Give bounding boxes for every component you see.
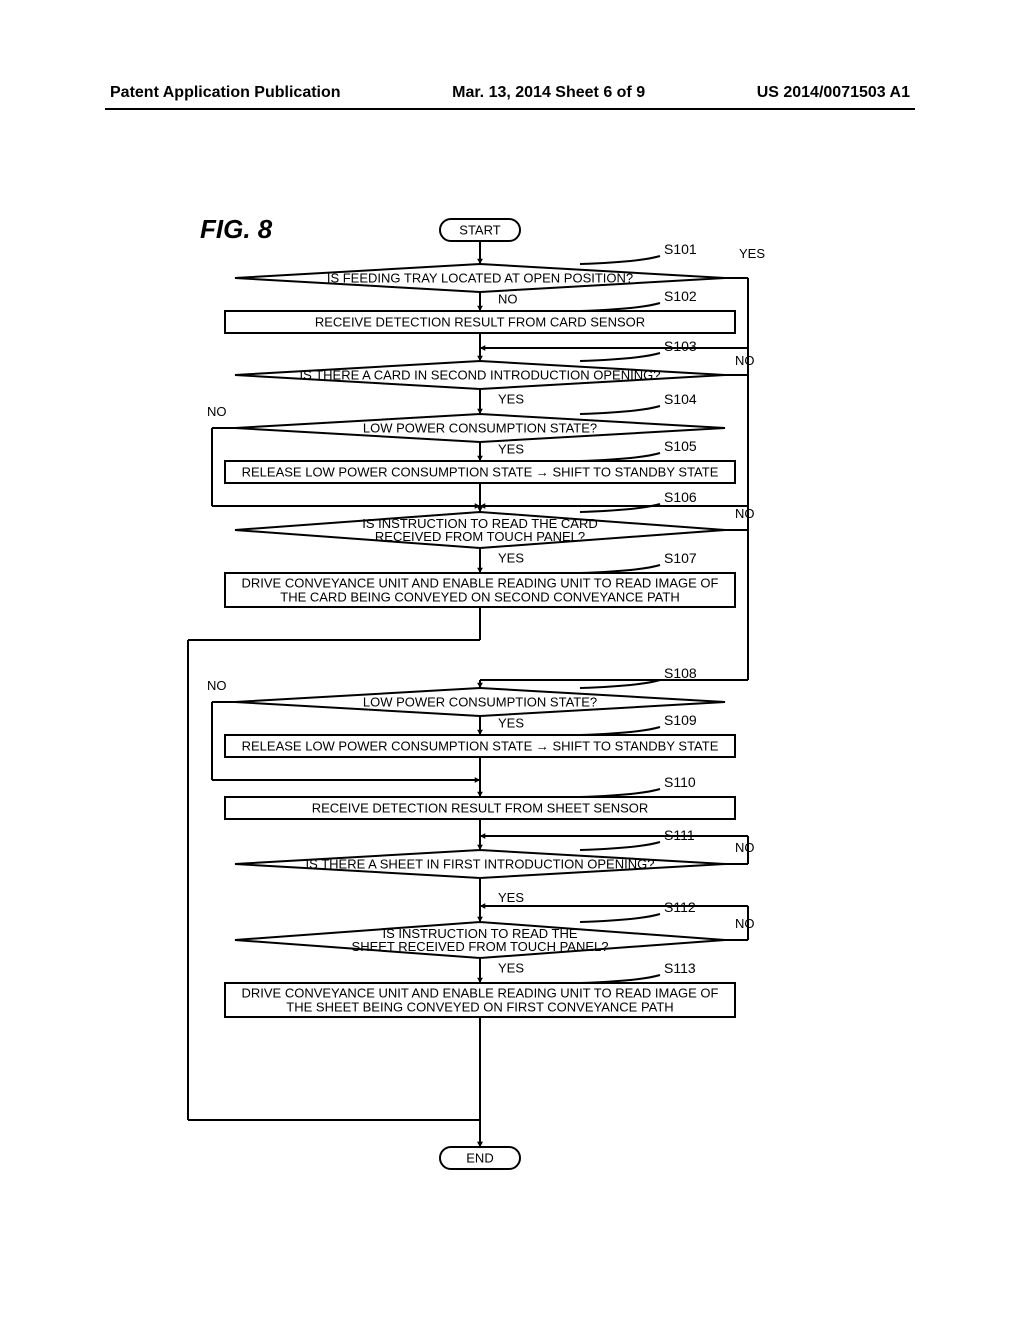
- page-header: Patent Application Publication Mar. 13, …: [110, 84, 910, 102]
- svg-text:S108: S108: [664, 665, 697, 681]
- svg-text:RECEIVE DETECTION RESULT FROM: RECEIVE DETECTION RESULT FROM CARD SENSO…: [315, 314, 645, 329]
- svg-text:S107: S107: [664, 550, 697, 566]
- svg-text:NO: NO: [498, 292, 518, 307]
- svg-text:LOW POWER CONSUMPTION STATE?: LOW POWER CONSUMPTION STATE?: [363, 694, 597, 709]
- svg-text:THE CARD BEING CONVEYED ON SEC: THE CARD BEING CONVEYED ON SECOND CONVEY…: [280, 589, 679, 604]
- svg-text:IS FEEDING TRAY LOCATED AT OPE: IS FEEDING TRAY LOCATED AT OPEN POSITION…: [327, 270, 633, 285]
- svg-text:YES: YES: [498, 392, 524, 407]
- svg-text:NO: NO: [735, 916, 755, 931]
- svg-text:S103: S103: [664, 338, 697, 354]
- header-left: Patent Application Publication: [110, 84, 341, 102]
- svg-text:YES: YES: [739, 246, 765, 261]
- svg-text:THE SHEET BEING CONVEYED ON FI: THE SHEET BEING CONVEYED ON FIRST CONVEY…: [286, 999, 673, 1014]
- svg-text:S102: S102: [664, 288, 697, 304]
- svg-text:NO: NO: [735, 353, 755, 368]
- header-center: Mar. 13, 2014 Sheet 6 of 9: [452, 84, 645, 102]
- svg-text:LOW POWER CONSUMPTION STATE?: LOW POWER CONSUMPTION STATE?: [363, 420, 597, 435]
- header-rule: [105, 108, 915, 110]
- svg-text:IS THERE A CARD IN SECOND INTR: IS THERE A CARD IN SECOND INTRODUCTION O…: [300, 367, 661, 382]
- svg-text:RECEIVED FROM TOUCH PANEL?: RECEIVED FROM TOUCH PANEL?: [375, 529, 585, 544]
- svg-text:S110: S110: [664, 774, 696, 790]
- svg-text:SHEET RECEIVED FROM TOUCH PANE: SHEET RECEIVED FROM TOUCH PANEL?: [352, 939, 609, 954]
- svg-text:S106: S106: [664, 489, 697, 505]
- svg-text:NO: NO: [735, 840, 755, 855]
- svg-text:START: START: [459, 222, 500, 237]
- svg-text:END: END: [466, 1150, 493, 1165]
- svg-text:S105: S105: [664, 438, 697, 454]
- svg-text:NO: NO: [207, 678, 227, 693]
- header-right: US 2014/0071503 A1: [757, 84, 910, 102]
- svg-text:RELEASE LOW POWER CONSUMPTION: RELEASE LOW POWER CONSUMPTION STATE → SH…: [242, 738, 719, 753]
- svg-text:NO: NO: [207, 404, 227, 419]
- svg-text:YES: YES: [498, 716, 524, 731]
- flowchart: START IS FEEDING TRAY LOCATED AT OPEN POS…: [170, 200, 790, 1180]
- svg-text:DRIVE CONVEYANCE UNIT AND ENAB: DRIVE CONVEYANCE UNIT AND ENABLE READING…: [241, 985, 718, 1000]
- svg-text:RECEIVE DETECTION RESULT FROM: RECEIVE DETECTION RESULT FROM SHEET SENS…: [312, 800, 649, 815]
- svg-text:DRIVE CONVEYANCE UNIT AND ENAB: DRIVE CONVEYANCE UNIT AND ENABLE READING…: [241, 575, 718, 590]
- svg-text:S104: S104: [664, 391, 697, 407]
- svg-text:YES: YES: [498, 961, 524, 976]
- svg-text:S113: S113: [664, 960, 696, 976]
- svg-text:YES: YES: [498, 442, 524, 457]
- svg-text:RELEASE LOW POWER CONSUMPTION: RELEASE LOW POWER CONSUMPTION STATE → SH…: [242, 464, 719, 479]
- svg-text:IS THERE A SHEET IN FIRST INTR: IS THERE A SHEET IN FIRST INTRODUCTION O…: [306, 856, 655, 871]
- svg-text:YES: YES: [498, 890, 524, 905]
- svg-text:NO: NO: [735, 506, 755, 521]
- svg-text:S109: S109: [664, 712, 697, 728]
- svg-text:S101: S101: [664, 241, 697, 257]
- svg-text:YES: YES: [498, 551, 524, 566]
